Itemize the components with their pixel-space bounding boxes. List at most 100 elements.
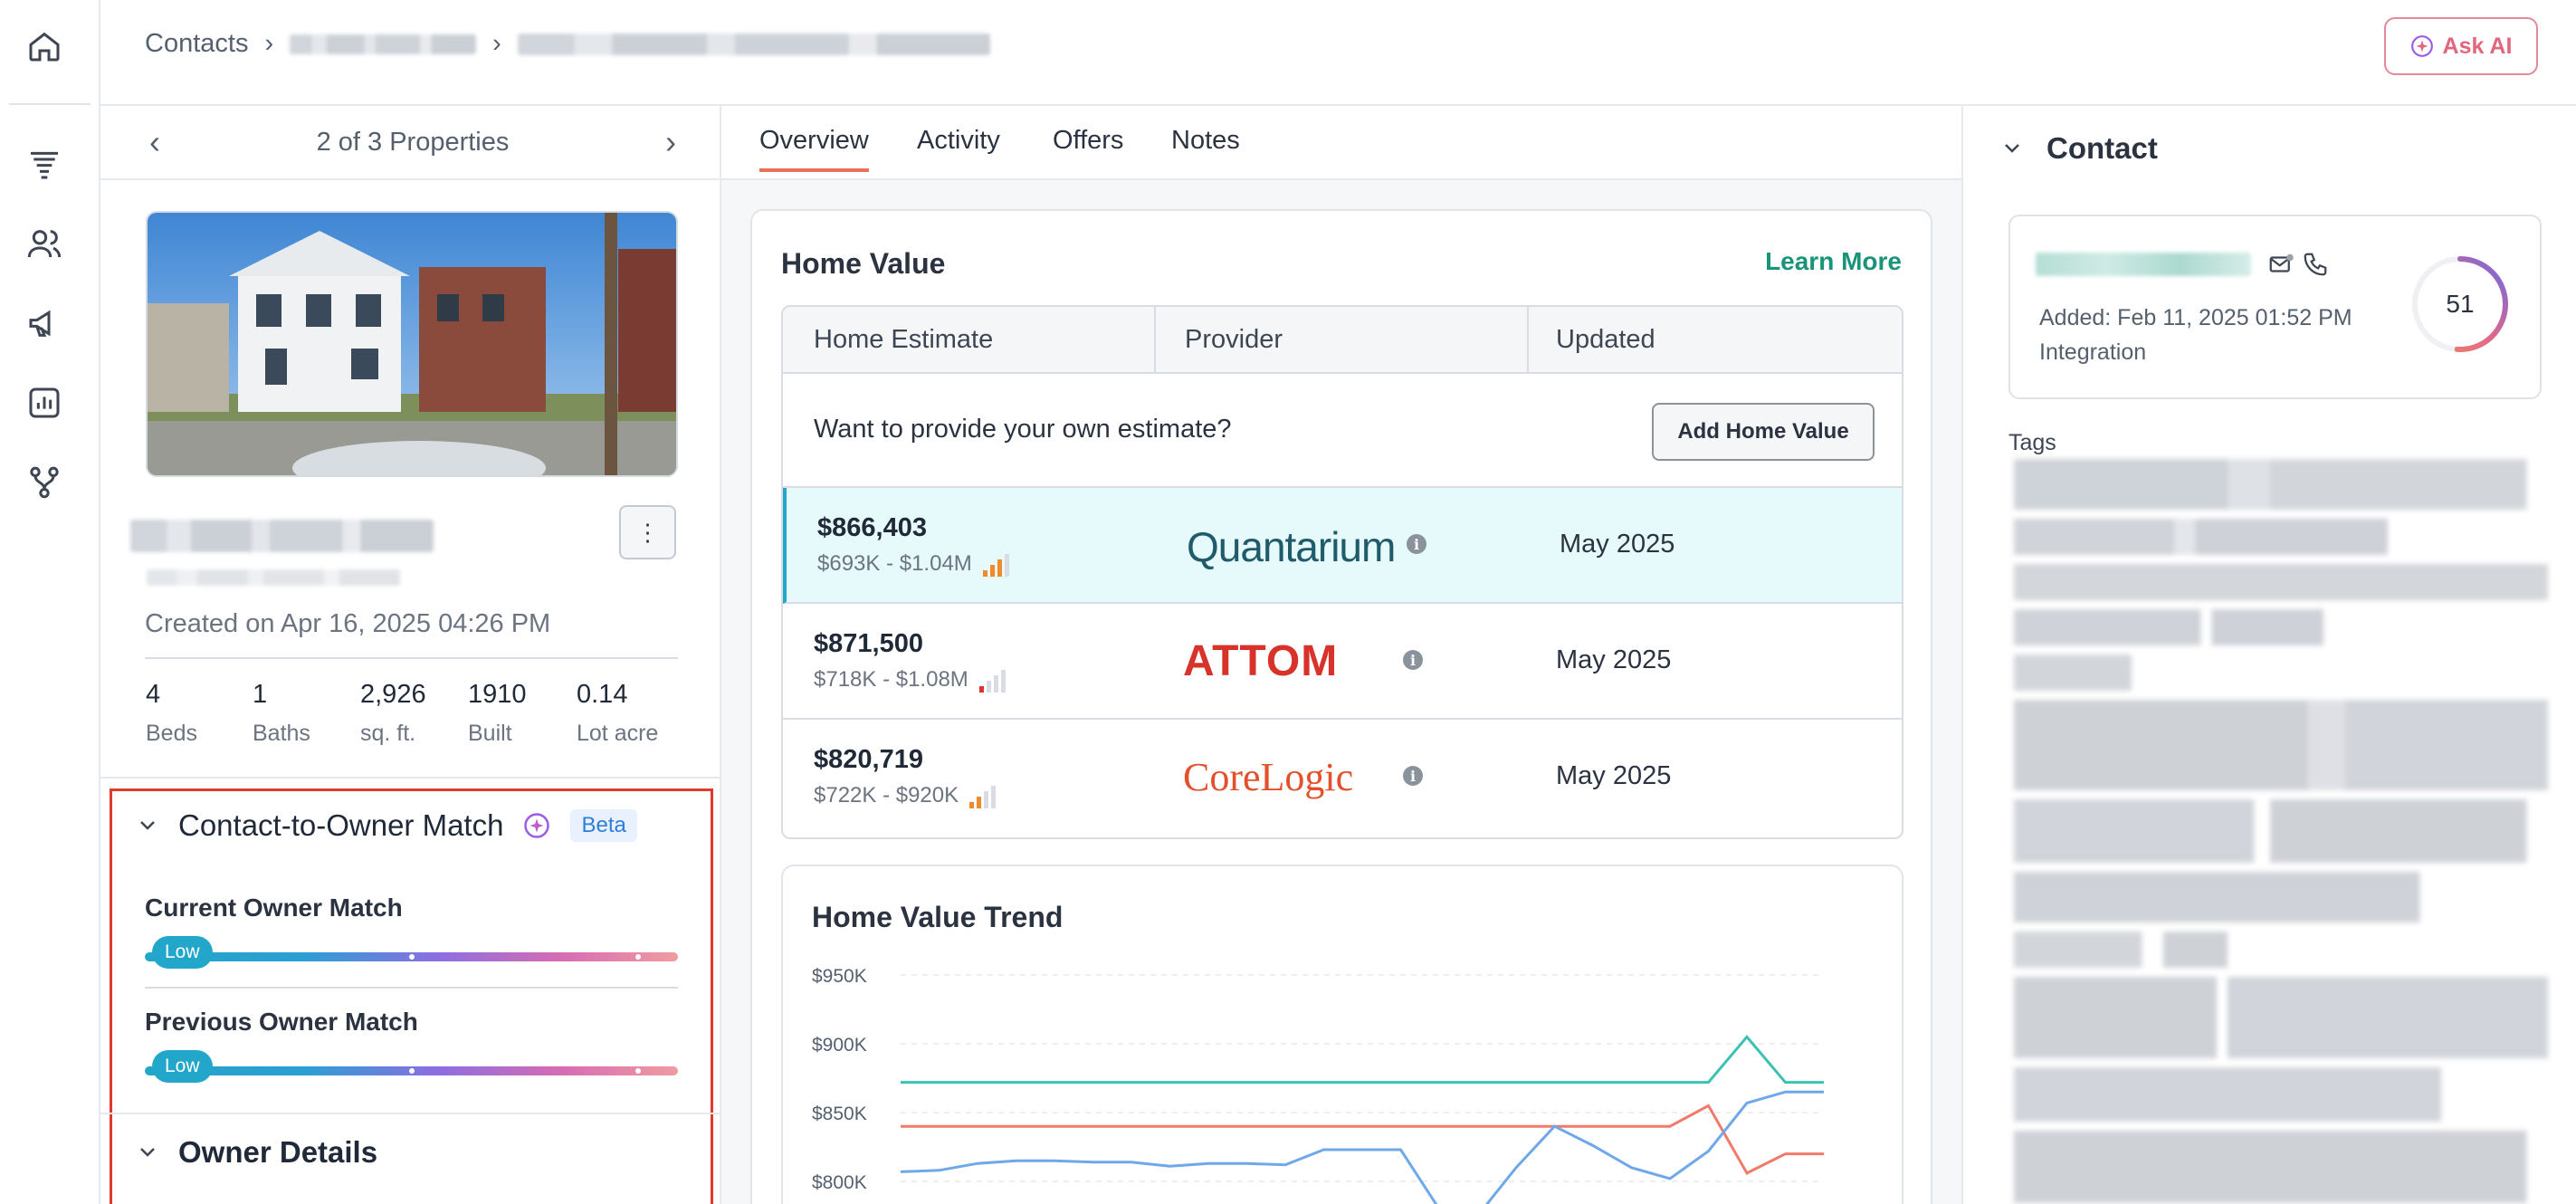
breadcrumb-separator: › [492, 29, 501, 58]
learn-more-link[interactable]: Learn More [1765, 247, 1902, 275]
stat-value: 2,926 [360, 680, 426, 709]
provider-logo-attom: ATTOM [1183, 637, 1339, 685]
current-owner-match-meter: Low [145, 936, 678, 969]
match-level-badge: Low [152, 1050, 213, 1083]
property-address-line2 [147, 569, 400, 586]
email-icon[interactable] [2267, 251, 2295, 278]
estimate-price: $871,500 [814, 629, 923, 658]
trend-series-line-2 [900, 1090, 1824, 1204]
breadcrumb-separator: › [264, 29, 274, 58]
stat-lot: 0.14 Lot acre [577, 680, 658, 747]
stat-label: sq. ft. [360, 721, 416, 746]
ai-sparkle-icon [524, 813, 550, 838]
contact-score: 51 [2446, 290, 2475, 318]
tab-notes[interactable]: Notes [1171, 126, 1240, 155]
estimate-range: $718K - $1.08M [814, 667, 1006, 693]
meter-dot [635, 1068, 641, 1074]
contact-title: Contact [2046, 131, 2158, 165]
home-icon[interactable] [22, 24, 67, 69]
estimate-range: $693K - $1.04M [817, 551, 1009, 577]
contact-card: Added: Feb 11, 2025 01:52 PM Integration… [2008, 215, 2542, 399]
ask-ai-button[interactable]: Ask AI [2384, 17, 2538, 75]
tab-overview[interactable]: Overview [759, 126, 869, 172]
info-icon[interactable]: i [1403, 766, 1423, 786]
confidence-bars-icon [978, 670, 1006, 693]
stat-label: Baths [253, 721, 310, 746]
breadcrumb: Contacts › › [145, 29, 990, 59]
column-divider [1527, 307, 1529, 374]
tags-list [2014, 459, 2548, 1204]
branch-icon[interactable] [22, 460, 67, 505]
stat-value: 4 [146, 680, 161, 709]
property-panel: ‹ 2 of 3 Properties › ⋮ Created on Apr 1… [100, 106, 721, 1204]
trend-title: Home Value Trend [812, 901, 1064, 933]
provider-logo-corelogic: CoreLogic [1183, 755, 1354, 799]
phone-icon[interactable] [2302, 251, 2329, 278]
estimate-row-attom[interactable]: $871,500 $718K - $1.08M ATTOM i May 2025 [783, 604, 1902, 720]
confidence-bars-icon [982, 554, 1009, 577]
owner-details-header[interactable]: Owner Details [137, 1135, 377, 1170]
beta-badge: Beta [570, 809, 637, 842]
section-divider [100, 1113, 721, 1114]
match-level-badge: Low [152, 936, 213, 969]
property-address-line1 [130, 520, 434, 552]
owner-match-highlight [110, 788, 713, 1204]
stat-value: 1910 [468, 680, 527, 709]
column-header: Updated [1556, 325, 1655, 354]
ai-sparkle-icon [2410, 35, 2433, 57]
home-value-table: Home Estimate Provider Updated Want to p… [781, 305, 1903, 839]
chevron-down-icon [140, 1148, 155, 1157]
tags-label: Tags [2008, 430, 2056, 455]
contact-panel: Contact Added: Feb 11, 2025 01:52 PM Int… [1961, 106, 2576, 1204]
owner-match-title: Contact-to-Owner Match [178, 808, 504, 842]
stat-baths: 1 Baths [253, 680, 310, 747]
tab-bar: Overview Activity Offers Notes [721, 106, 1961, 180]
stat-label: Beds [146, 721, 197, 746]
section-divider [100, 777, 721, 779]
home-value-trend-card: Home Value Trend $950K $900K $850K $800K [781, 865, 1903, 1204]
tab-activity[interactable]: Activity [917, 126, 1000, 155]
chart-icon[interactable] [22, 380, 67, 425]
nav-rail [0, 0, 100, 1204]
users-icon[interactable] [22, 221, 67, 266]
home-value-title: Home Value [781, 247, 946, 280]
property-menu-button[interactable]: ⋮ [619, 505, 676, 559]
property-photo[interactable] [146, 211, 678, 477]
current-owner-match-label: Current Owner Match [145, 893, 403, 922]
meter-dot [409, 1068, 415, 1074]
tab-offers[interactable]: Offers [1053, 126, 1124, 155]
breadcrumb-contacts[interactable]: Contacts [145, 29, 249, 58]
top-bar: Contacts › › Ask AI [100, 0, 2576, 106]
meter-dot [409, 954, 415, 960]
add-home-value-button[interactable]: Add Home Value [1652, 403, 1875, 461]
home-value-card: Home Value Learn More Home Estimate Prov… [750, 209, 1932, 1204]
funnel-icon[interactable] [22, 141, 67, 186]
info-icon[interactable]: i [1403, 650, 1423, 670]
info-icon[interactable]: i [1407, 534, 1426, 554]
contact-source: Integration [2039, 339, 2147, 365]
contact-header[interactable]: Contact [2001, 131, 2158, 166]
stat-label: Lot acre [577, 721, 659, 746]
breadcrumb-contact-name[interactable] [290, 33, 477, 54]
property-pager-label: 2 of 3 Properties [316, 127, 510, 157]
y-tick-label: $850K [812, 1104, 867, 1124]
column-header: Home Estimate [814, 325, 994, 354]
megaphone-icon[interactable] [22, 301, 67, 346]
owner-match-header[interactable]: Contact-to-Owner Match Beta [137, 808, 637, 843]
home-value-trend-chart: $950K $900K $850K $800K [812, 966, 1824, 1204]
estimate-updated: May 2025 [1556, 761, 1672, 790]
own-estimate-prompt: Want to provide your own estimate? [814, 415, 1232, 444]
y-tick-label: $900K [812, 1035, 867, 1056]
rail-divider [9, 103, 91, 105]
provider-logo-quantarium: Quantarium [1187, 523, 1396, 570]
table-header: Home Estimate Provider Updated [783, 307, 1902, 374]
stat-value: 1 [253, 680, 268, 709]
confidence-bars-icon [969, 786, 997, 808]
contact-name[interactable] [2036, 253, 2251, 276]
estimate-row-quantarium[interactable]: $866,403 $693K - $1.04M Quantarium i May… [783, 488, 1902, 604]
next-property-button[interactable]: › [664, 123, 676, 160]
contact-score-ring: 51 [2409, 253, 2512, 356]
estimate-row-corelogic[interactable]: $820,719 $722K - $920K CoreLogic i May 2… [783, 720, 1902, 836]
prev-property-button[interactable]: ‹ [149, 123, 160, 160]
meter-dot [635, 954, 641, 960]
